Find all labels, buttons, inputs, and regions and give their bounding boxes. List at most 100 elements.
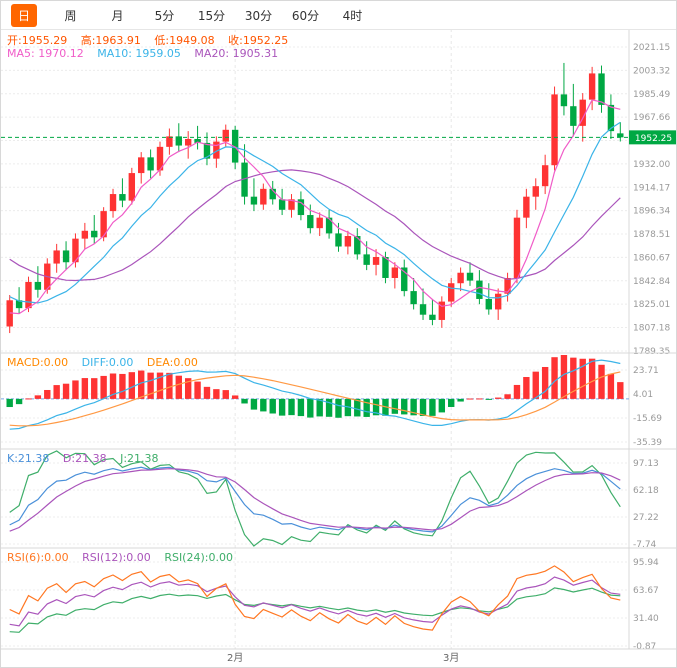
candle-body: [485, 298, 492, 310]
candle-body: [429, 314, 436, 320]
axis-tick-label: 62.18: [633, 486, 659, 496]
axis-tick-label: 1914.17: [633, 183, 670, 193]
axis-tick-label: -15.69: [633, 414, 662, 424]
axis-tick-label: 1967.66: [633, 113, 670, 123]
axis-tick-label: 1860.67: [633, 253, 670, 263]
candle-body: [598, 73, 605, 105]
candle-body: [551, 94, 558, 166]
ma-lines-layer: [9, 99, 621, 315]
x-axis-label: 2月: [227, 652, 243, 664]
current-price-layer: 1952.25: [1, 130, 676, 145]
axis-tick-label: 1842.84: [633, 277, 670, 287]
axis-tick-label: 2003.32: [633, 66, 670, 76]
tab-5min[interactable]: 5分: [154, 8, 175, 23]
candle-body: [147, 157, 154, 171]
candle-body: [72, 238, 79, 263]
candle-body: [194, 138, 201, 143]
axis-tick-label: 95.94: [633, 558, 659, 568]
macd-layer: [1, 355, 629, 430]
tab-30min[interactable]: 30分: [244, 8, 273, 23]
candle-body: [297, 199, 305, 216]
candle-body: [260, 188, 267, 205]
low-value: 低:1949.08: [154, 34, 215, 47]
candle-body: [372, 257, 380, 265]
candle-body: [81, 230, 89, 239]
rsi24-value: RSI(24):0.00: [164, 551, 233, 564]
candle-body: [109, 194, 117, 212]
axis-tick-label: 31.40: [633, 614, 659, 624]
candle-body: [15, 300, 23, 309]
candle-body: [222, 129, 229, 142]
candle-body: [382, 257, 389, 278]
candle-body: [607, 104, 615, 132]
candle-body: [494, 293, 502, 310]
candle-body: [269, 188, 276, 200]
candle-body: [532, 186, 539, 197]
candle-body: [410, 291, 417, 305]
candle-body: [307, 215, 314, 229]
candle-body: [138, 157, 145, 174]
candle-body: [241, 162, 248, 197]
candle-body: [62, 250, 70, 263]
tab-day[interactable]: 日: [11, 3, 37, 27]
candle-body: [53, 250, 60, 264]
tab-15min[interactable]: 15分: [197, 8, 226, 23]
candle-body: [91, 230, 98, 238]
ohlc-header: 开:1955.29 高:1963.91 低:1949.08 收:1952.25: [7, 32, 298, 48]
macd-header: MACD:0.00 DIFF:0.00 DEA:0.00: [7, 356, 208, 369]
axis-tick-label: 97.13: [633, 459, 659, 469]
axis-tick-label: 23.71: [633, 366, 659, 376]
rsi12-value: RSI(12):0.00: [82, 551, 151, 564]
axis-tick-label: 63.67: [633, 586, 659, 596]
candle-body: [231, 129, 239, 163]
axis-tick-label: 1825.01: [633, 300, 670, 310]
ma20-value: MA20: 1905.31: [194, 47, 279, 60]
candle-body: [184, 138, 192, 146]
rsi-layer: [9, 565, 621, 633]
axis-tick-label: 1878.51: [633, 230, 670, 240]
candle-body: [363, 254, 370, 265]
x-axis-label: 3月: [443, 652, 459, 664]
axis-tick-label: 1807.18: [633, 324, 670, 334]
axis-tick-label: 2021.15: [633, 43, 670, 53]
diff-value: DIFF:0.00: [81, 356, 134, 369]
candle-body: [617, 133, 624, 138]
high-value: 高:1963.91: [80, 34, 141, 47]
candle-body: [448, 283, 455, 302]
tab-4hour[interactable]: 4时: [342, 8, 363, 23]
period-toolbar: 日 周 月 5分 15分 30分 60分 4时: [1, 1, 676, 30]
candle-body: [560, 94, 568, 107]
candle-body: [203, 142, 211, 159]
candle-body: [119, 194, 126, 201]
current-price-badge: [629, 130, 676, 145]
kdj-header: K:21.38 D:21.38 J:21.38: [7, 452, 169, 465]
axis-tick-label: 1932.00: [633, 160, 670, 170]
candle-body: [476, 280, 483, 299]
axis-tick-label: 1985.49: [633, 90, 670, 100]
candle-body: [213, 141, 220, 159]
ma10-value: MA10: 1959.05: [97, 47, 181, 60]
axis-tick-label: -7.74: [633, 540, 657, 550]
axis-tick-label: 4.01: [633, 390, 653, 400]
candle-body: [344, 236, 352, 247]
candle-body: [250, 196, 258, 205]
k-value: K:21.38: [7, 452, 50, 465]
candle-body: [34, 281, 42, 290]
candle-body: [401, 267, 408, 292]
candle-body: [166, 136, 173, 147]
candle-body: [335, 233, 342, 247]
ma5-value: MA5: 1970.12: [7, 47, 84, 60]
candle-body: [579, 99, 586, 126]
tab-week[interactable]: 周: [64, 8, 77, 23]
close-value: 收:1952.25: [228, 34, 289, 47]
tab-60min[interactable]: 60分: [291, 8, 320, 23]
d-value: D:21.38: [62, 452, 107, 465]
macd-value: MACD:0.00: [7, 356, 69, 369]
candle-body: [25, 281, 32, 309]
tab-month[interactable]: 月: [111, 8, 124, 23]
axis-tick-label: -0.87: [633, 642, 656, 652]
candle-body: [466, 272, 474, 281]
axis-tick-label: 27.22: [633, 513, 659, 523]
